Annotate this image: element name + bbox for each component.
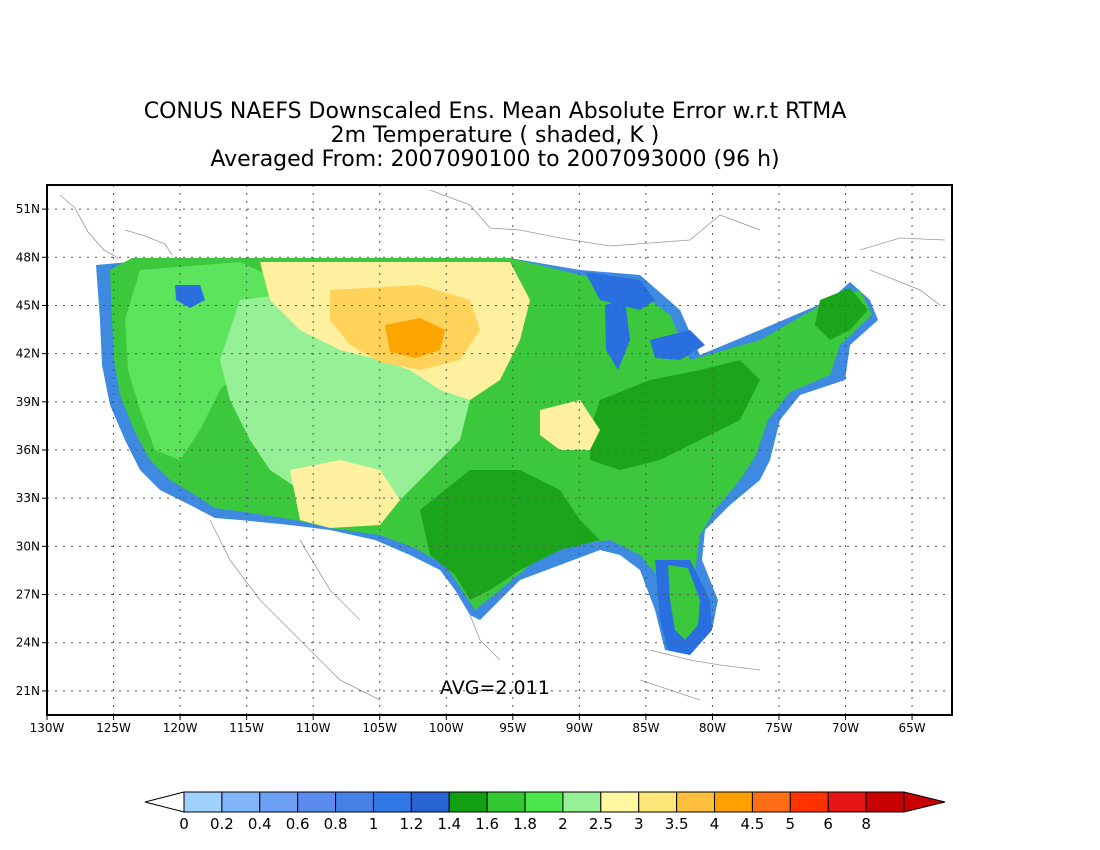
colorbar-swatch <box>335 791 374 813</box>
colorbar-label: 2 <box>558 815 568 833</box>
error-field <box>96 258 878 655</box>
colorbar: 0 0.2 0.4 0.6 0.8 1 1.2 1.4 1.6 1.8 2 2.5 3 3.5 4 4.5 5 6… <box>144 791 946 833</box>
lat-tick-label: 24N <box>16 636 40 650</box>
lat-tick-label: 51N <box>16 202 40 216</box>
colorbar-swatch <box>562 791 602 813</box>
colorbar-label: 1.2 <box>399 815 423 833</box>
field-great-lakes <box>585 272 655 310</box>
field-florida-land <box>668 565 700 640</box>
colorbar-label: 5 <box>786 815 796 833</box>
colorbar-label: 1.4 <box>437 815 461 833</box>
colorbar-over-triangle <box>903 791 946 813</box>
colorbar-label: 1.8 <box>513 815 537 833</box>
lon-tick-label: 75W <box>765 721 792 735</box>
colorbar-swatch <box>259 791 299 813</box>
lon-tick-label: 115W <box>229 721 264 735</box>
colorbar-label: 3.5 <box>665 815 689 833</box>
lon-tick-label: 85W <box>632 721 659 735</box>
lon-tick-label: 70W <box>832 721 859 735</box>
lon-tick-label: 90W <box>566 721 593 735</box>
title-line-1: CONUS NAEFS Downscaled Ens. Mean Absolut… <box>143 99 847 124</box>
lat-tick-label: 48N <box>16 250 40 264</box>
lon-tick-label: 110W <box>296 721 331 735</box>
colorbar-label: 1.6 <box>475 815 499 833</box>
lat-tick-label: 42N <box>16 347 40 361</box>
lat-tick-label: 36N <box>16 443 40 457</box>
title-line-2: 2m Temperature ( shaded, K ) <box>330 123 660 148</box>
coastlines <box>59 189 946 701</box>
colorbar-swatch <box>486 791 526 813</box>
field-pale-yellow-sw <box>290 460 400 528</box>
field-lake-erie <box>650 330 705 360</box>
lat-tick-label: 21N <box>16 684 40 698</box>
colorbar-label: 0 <box>179 815 189 833</box>
field-lake-michigan <box>605 300 630 370</box>
colorbar-swatch <box>827 791 867 813</box>
colorbar-swatch <box>372 791 412 813</box>
lat-tick-label: 45N <box>16 298 40 312</box>
colorbar-label: 8 <box>861 815 871 833</box>
colorbar-label: 0.2 <box>210 815 234 833</box>
colorbar-label: 4 <box>710 815 720 833</box>
lat-tick-label: 27N <box>16 588 40 602</box>
lon-tick-label: 65W <box>899 721 926 735</box>
lon-tick-label: 100W <box>429 721 464 735</box>
colorbar-label: 6 <box>823 815 833 833</box>
colorbar-swatch <box>297 791 337 813</box>
colorbar-swatch <box>638 791 678 813</box>
colorbar-swatch <box>448 791 488 813</box>
colorbar-swatch <box>714 791 753 813</box>
gridlines <box>47 185 952 715</box>
colorbar-label: 0.6 <box>286 815 310 833</box>
colorbar-swatch <box>410 791 450 813</box>
lon-axis: 130W 125W 120W 115W 110W 105W 100W 95W 90W 85W 80W… <box>30 715 926 735</box>
colorbar-label: 4.5 <box>740 815 764 833</box>
colorbar-swatch <box>221 791 261 813</box>
lat-tick-label: 39N <box>16 395 40 409</box>
colorbar-swatch <box>865 791 905 813</box>
colorbar-swatch <box>524 791 564 813</box>
lat-tick-label: 33N <box>16 491 40 505</box>
average-label: AVG=2.011 <box>440 677 550 699</box>
colorbar-label: 0.8 <box>324 815 348 833</box>
lon-tick-label: 125W <box>96 721 131 735</box>
lon-tick-label: 95W <box>499 721 526 735</box>
lat-tick-label: 30N <box>16 539 40 553</box>
title-line-3: Averaged From: 2007090100 to 2007093000 … <box>210 147 780 172</box>
colorbar-swatch <box>183 791 223 813</box>
field-orange <box>385 318 445 358</box>
colorbar-swatch <box>751 791 791 813</box>
field-dark-green-east <box>590 360 760 470</box>
lon-tick-label: 105W <box>362 721 397 735</box>
lon-tick-label: 120W <box>163 721 198 735</box>
map-panel: AVG=2.011 <box>47 185 952 715</box>
colorbar-swatch <box>789 791 829 813</box>
colorbar-label: 1 <box>369 815 379 833</box>
lon-tick-label: 80W <box>699 721 726 735</box>
colorbar-under-triangle <box>144 791 185 813</box>
colorbar-label: 3 <box>634 815 644 833</box>
colorbar-label: 2.5 <box>589 815 613 833</box>
lat-axis: 21N 24N 27N 30N 33N 36N 39N 42N 45N 48N 51N <box>16 202 47 698</box>
field-pale-yellow-texas <box>540 400 600 450</box>
colorbar-swatch <box>600 791 640 813</box>
field-dark-green-gulf <box>420 470 600 600</box>
field-dark-green-ne <box>815 288 868 340</box>
colorbar-label: 0.4 <box>248 815 272 833</box>
colorbar-swatch <box>676 791 716 813</box>
map-title: CONUS NAEFS Downscaled Ens. Mean Absolut… <box>0 100 990 172</box>
field-great-salt-lake <box>175 285 205 308</box>
lon-tick-label: 130W <box>30 721 65 735</box>
